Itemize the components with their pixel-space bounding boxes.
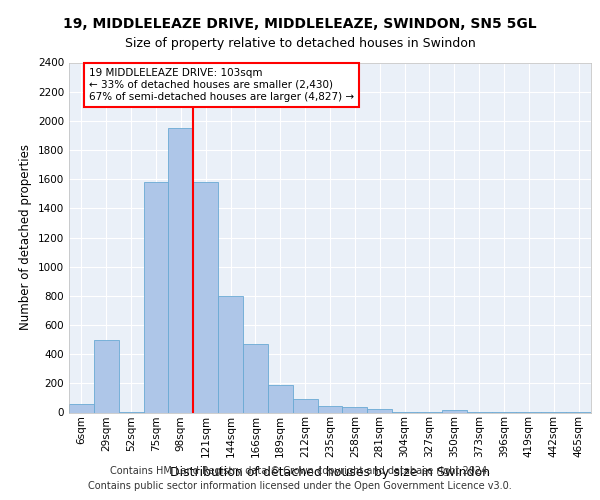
Bar — [293, 400, 317, 412]
X-axis label: Distribution of detached houses by size in Swindon: Distribution of detached houses by size … — [170, 466, 490, 478]
Text: Contains public sector information licensed under the Open Government Licence v3: Contains public sector information licen… — [88, 481, 512, 491]
Bar — [243, 344, 268, 412]
Y-axis label: Number of detached properties: Number of detached properties — [19, 144, 32, 330]
Bar — [343, 408, 367, 412]
Bar — [442, 410, 467, 412]
Bar — [94, 340, 119, 412]
Bar — [268, 385, 293, 412]
Bar — [143, 182, 169, 412]
Bar — [193, 182, 218, 412]
Text: 19, MIDDLELEAZE DRIVE, MIDDLELEAZE, SWINDON, SN5 5GL: 19, MIDDLELEAZE DRIVE, MIDDLELEAZE, SWIN… — [63, 18, 537, 32]
Bar — [69, 404, 94, 412]
Text: 19 MIDDLELEAZE DRIVE: 103sqm
← 33% of detached houses are smaller (2,430)
67% of: 19 MIDDLELEAZE DRIVE: 103sqm ← 33% of de… — [89, 68, 354, 102]
Bar — [367, 409, 392, 412]
Bar — [317, 406, 343, 412]
Bar — [218, 296, 243, 412]
Text: Size of property relative to detached houses in Swindon: Size of property relative to detached ho… — [125, 38, 475, 51]
Text: Contains HM Land Registry data © Crown copyright and database right 2024.: Contains HM Land Registry data © Crown c… — [110, 466, 490, 476]
Bar — [169, 128, 193, 412]
